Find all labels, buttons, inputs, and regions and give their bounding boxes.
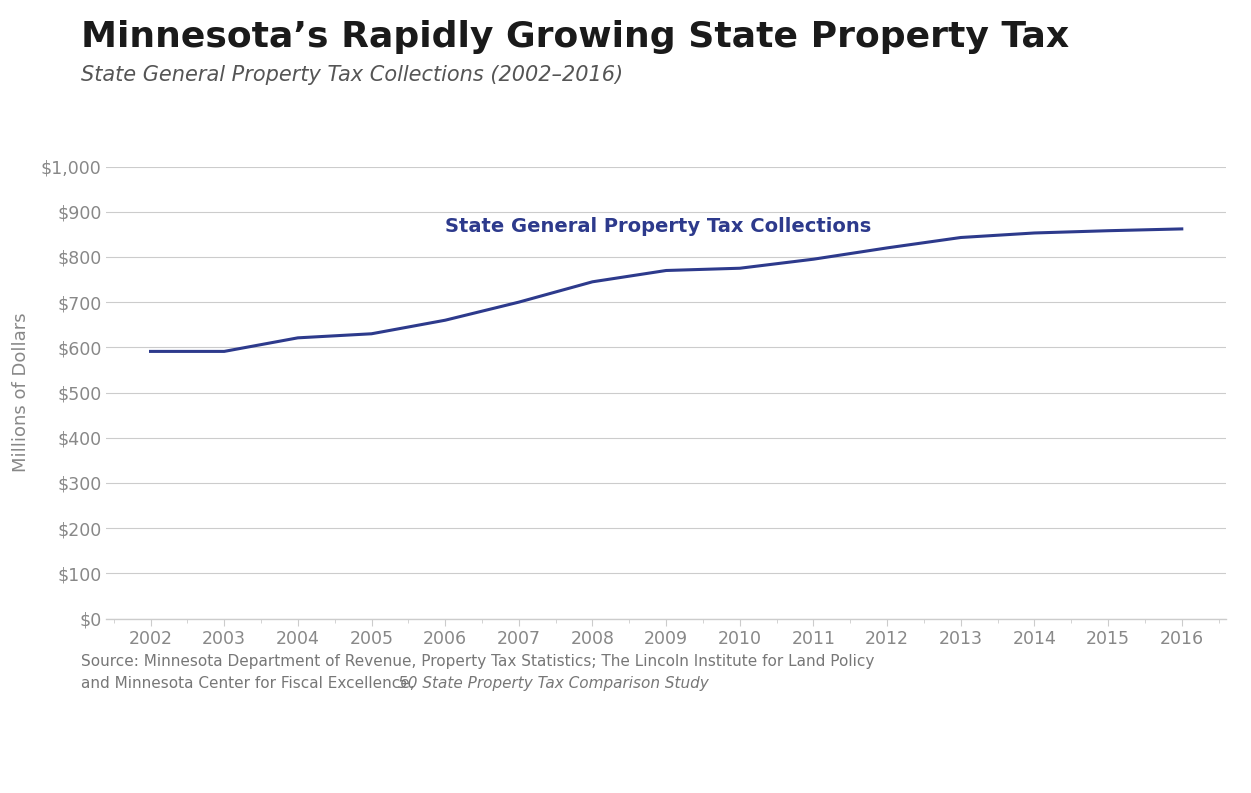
Text: State General Property Tax Collections: State General Property Tax Collections [445, 216, 872, 236]
Text: @TaxFoundation: @TaxFoundation [1076, 750, 1223, 768]
Text: Source: Minnesota Department of Revenue, Property Tax Statistics; The Lincoln In: Source: Minnesota Department of Revenue,… [81, 654, 874, 669]
Text: Minnesota’s Rapidly Growing State Property Tax: Minnesota’s Rapidly Growing State Proper… [81, 20, 1070, 54]
Text: 50 State Property Tax Comparison Study: 50 State Property Tax Comparison Study [398, 676, 708, 691]
Text: State General Property Tax Collections (2002–2016): State General Property Tax Collections (… [81, 65, 623, 85]
Text: and Minnesota Center for Fiscal Excellence,: and Minnesota Center for Fiscal Excellen… [81, 676, 420, 691]
Text: TAX FOUNDATION: TAX FOUNDATION [28, 749, 234, 769]
Y-axis label: Millions of Dollars: Millions of Dollars [11, 312, 30, 473]
